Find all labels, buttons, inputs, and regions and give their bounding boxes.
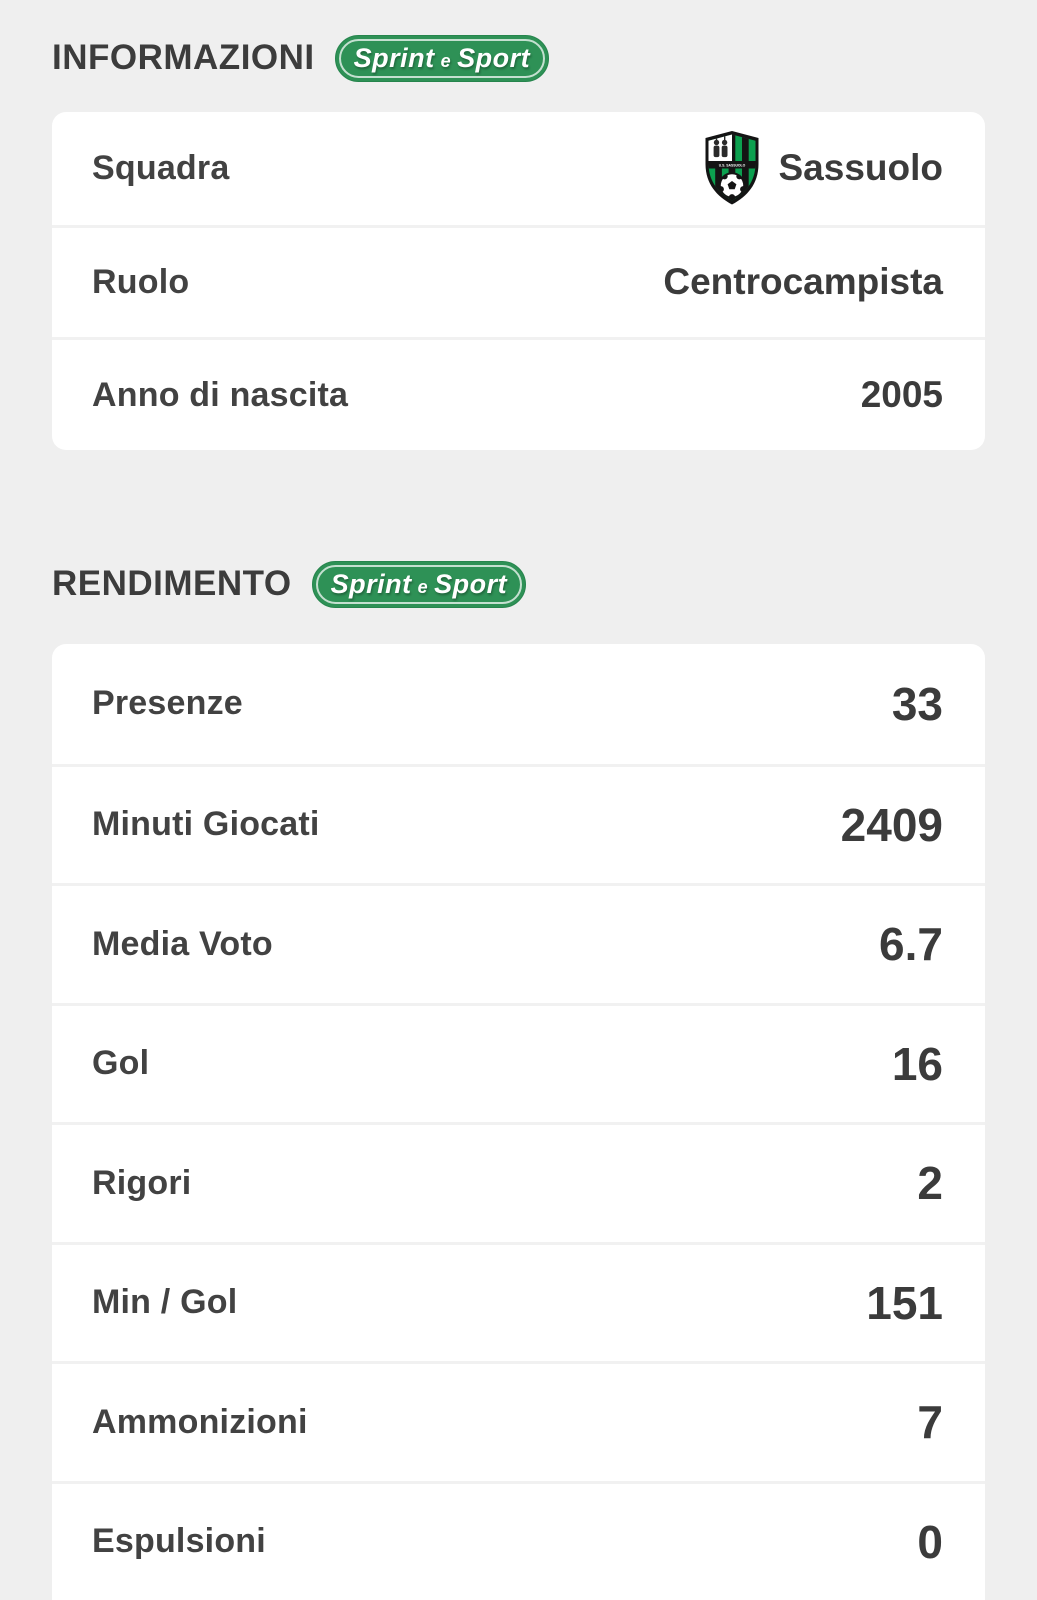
row-value-media-voto: 6.7 [879,918,943,971]
info-row-squadra: Squadra [52,112,985,225]
row-value-gol: 16 [891,1037,943,1090]
crest-band-text: U.S. SASSUOLO [718,164,745,168]
perf-row-media-voto: Media Voto 6.7 [52,883,985,1003]
row-value-ammonizioni: 7 [917,1396,943,1449]
section-title-informazioni: INFORMAZIONI [52,38,315,77]
sassuolo-crest-icon: U.S. SASSUOLO [705,131,758,205]
perf-row-espulsioni: Espulsioni 0 [52,1480,985,1600]
row-value-espulsioni: 0 [917,1515,943,1568]
row-value-rigori: 2 [917,1157,943,1210]
section-header-rendimento: RENDIMENTO Sprint e Sport [52,560,985,608]
badge-word-e: e [440,51,452,71]
row-label-espulsioni: Espulsioni [92,1522,266,1561]
row-label-presenze: Presenze [92,684,243,723]
perf-row-ammonizioni: Ammonizioni 7 [52,1361,985,1481]
row-value-presenze: 33 [891,677,943,730]
row-value-min-gol: 151 [866,1276,943,1329]
badge-word-sprint: Sprint [330,568,412,599]
row-label-squadra: Squadra [92,148,230,187]
perf-row-gol: Gol 16 [52,1002,985,1123]
perf-row-presenze: Presenze 33 [52,644,985,764]
section-header-informazioni: INFORMAZIONI Sprint e Sport [52,34,985,82]
row-label-ammonizioni: Ammonizioni [92,1402,308,1441]
row-value-anno-di-nascita: 2005 [860,374,943,416]
badge-word-sprint: Sprint [353,42,435,73]
row-label-rigori: Rigori [92,1163,192,1202]
row-label-ruolo: Ruolo [92,262,190,301]
row-label-minuti-giocati: Minuti Giocati [92,805,320,844]
info-row-ruolo: Ruolo Centrocampista [52,224,985,338]
row-value-squadra: Sassuolo [778,147,944,189]
row-label-gol: Gol [92,1044,150,1083]
sprint-e-sport-badge: Sprint e Sport [334,34,550,82]
informazioni-card: Squadra [52,112,985,450]
perf-row-minuti-giocati: Minuti Giocati 2409 [52,763,985,884]
row-value-ruolo: Centrocampista [663,261,943,303]
info-row-anno-di-nascita: Anno di nascita 2005 [52,337,985,450]
perf-row-min-gol: Min / Gol 151 [52,1241,985,1362]
perf-row-rigori: Rigori 2 [52,1122,985,1242]
sprint-e-sport-badge: Sprint e Sport [311,560,527,608]
team-value-group: U.S. SASSUOLO Sassuolo [701,130,944,206]
row-label-anno-di-nascita: Anno di nascita [92,375,349,414]
section-title-rendimento: RENDIMENTO [52,564,292,603]
row-value-minuti-giocati: 2409 [840,798,943,851]
badge-word-e: e [417,577,429,597]
badge-word-sport: Sport [457,42,531,73]
row-label-media-voto: Media Voto [92,924,273,963]
rendimento-card: Presenze 33 Minuti Giocati 2409 Media Vo… [52,644,985,1600]
badge-word-sport: Sport [434,568,508,599]
row-label-min-gol: Min / Gol [92,1283,238,1322]
